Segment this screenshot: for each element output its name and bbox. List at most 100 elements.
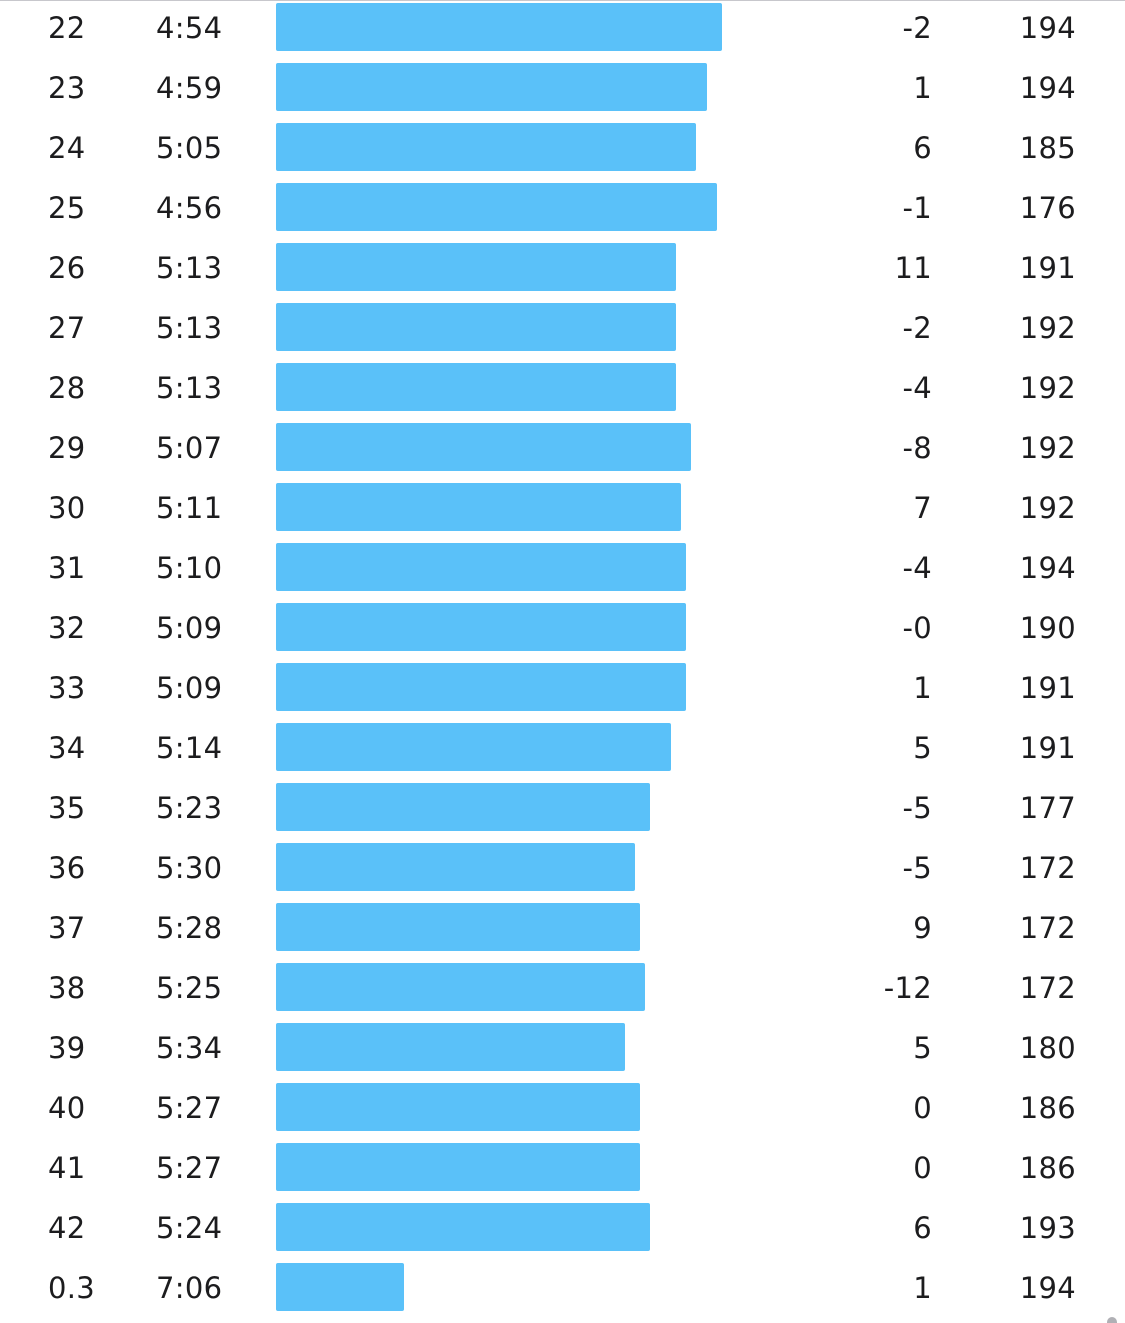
split-km: 0.3: [48, 1271, 96, 1305]
split-heart-rate: 172: [1019, 851, 1076, 885]
split-km: 42: [48, 1211, 86, 1245]
split-pace: 4:54: [156, 11, 223, 45]
split-heart-rate: 192: [1019, 491, 1076, 525]
split-row[interactable]: 24 5:05 6 185: [0, 120, 1125, 180]
pace-bar: [276, 1263, 404, 1311]
split-heart-rate: 180: [1019, 1031, 1076, 1065]
pace-bar: [276, 423, 691, 471]
split-km: 39: [48, 1031, 86, 1065]
split-km: 41: [48, 1151, 86, 1185]
split-km: 37: [48, 911, 86, 945]
split-km: 25: [48, 191, 86, 225]
split-row[interactable]: 28 5:13 -4 192: [0, 360, 1125, 420]
pace-bar: [276, 963, 645, 1011]
pace-bar: [276, 1083, 640, 1131]
split-row[interactable]: 42 5:24 6 193: [0, 1200, 1125, 1260]
split-heart-rate: 191: [1019, 251, 1076, 285]
pace-bar: [276, 603, 686, 651]
split-pace: 5:09: [156, 671, 223, 705]
split-pace: 5:28: [156, 911, 223, 945]
split-row[interactable]: 38 5:25 -12 172: [0, 960, 1125, 1020]
split-km: 24: [48, 131, 86, 165]
split-km: 22: [48, 11, 86, 45]
pace-bar: [276, 783, 650, 831]
pace-bar: [276, 3, 722, 51]
split-pace: 5:30: [156, 851, 223, 885]
split-elevation: 5: [913, 731, 932, 765]
split-row[interactable]: 26 5:13 11 191: [0, 240, 1125, 300]
split-pace: 5:09: [156, 611, 223, 645]
split-elevation: -1: [902, 191, 932, 225]
split-heart-rate: 176: [1019, 191, 1076, 225]
split-elevation: -2: [902, 311, 932, 345]
split-row[interactable]: 33 5:09 1 191: [0, 660, 1125, 720]
scroll-indicator[interactable]: [1107, 1317, 1117, 1323]
pace-bar: [276, 483, 681, 531]
split-row[interactable]: 31 5:10 -4 194: [0, 540, 1125, 600]
split-pace: 4:56: [156, 191, 223, 225]
split-elevation: -4: [902, 371, 932, 405]
pace-bar: [276, 363, 676, 411]
split-elevation: -0: [902, 611, 932, 645]
split-km: 30: [48, 491, 86, 525]
split-row[interactable]: 29 5:07 -8 192: [0, 420, 1125, 480]
split-row[interactable]: 27 5:13 -2 192: [0, 300, 1125, 360]
split-row[interactable]: 32 5:09 -0 190: [0, 600, 1125, 660]
split-pace: 4:59: [156, 71, 223, 105]
split-row[interactable]: 0.3 7:06 1 194: [0, 1260, 1125, 1320]
pace-bar: [276, 303, 676, 351]
split-pace: 5:05: [156, 131, 223, 165]
split-row[interactable]: 25 4:56 -1 176: [0, 180, 1125, 240]
split-elevation: 11: [894, 251, 932, 285]
split-row[interactable]: 23 4:59 1 194: [0, 60, 1125, 120]
split-row[interactable]: 34 5:14 5 191: [0, 720, 1125, 780]
split-km: 33: [48, 671, 86, 705]
split-heart-rate: 186: [1019, 1091, 1076, 1125]
split-heart-rate: 191: [1019, 731, 1076, 765]
split-row[interactable]: 40 5:27 0 186: [0, 1080, 1125, 1140]
split-pace: 5:14: [156, 731, 223, 765]
pace-bar: [276, 1143, 640, 1191]
split-heart-rate: 192: [1019, 371, 1076, 405]
split-elevation: -5: [902, 791, 932, 825]
split-row[interactable]: 36 5:30 -5 172: [0, 840, 1125, 900]
split-heart-rate: 172: [1019, 971, 1076, 1005]
split-elevation: 0: [913, 1091, 932, 1125]
split-km: 35: [48, 791, 86, 825]
split-heart-rate: 192: [1019, 431, 1076, 465]
pace-bar: [276, 1203, 650, 1251]
split-pace: 5:34: [156, 1031, 223, 1065]
split-row[interactable]: 37 5:28 9 172: [0, 900, 1125, 960]
pace-bar: [276, 903, 640, 951]
split-elevation: -4: [902, 551, 932, 585]
split-km: 23: [48, 71, 86, 105]
split-heart-rate: 193: [1019, 1211, 1076, 1245]
split-heart-rate: 186: [1019, 1151, 1076, 1185]
split-heart-rate: 192: [1019, 311, 1076, 345]
split-elevation: 1: [913, 71, 932, 105]
split-pace: 5:24: [156, 1211, 223, 1245]
pace-bar: [276, 63, 707, 111]
split-pace: 5:13: [156, 371, 223, 405]
split-row[interactable]: 41 5:27 0 186: [0, 1140, 1125, 1200]
pace-bar: [276, 1023, 625, 1071]
split-pace: 5:11: [156, 491, 223, 525]
split-pace: 5:13: [156, 251, 223, 285]
split-elevation: 1: [913, 671, 932, 705]
pace-bar: [276, 123, 696, 171]
pace-bar: [276, 843, 635, 891]
split-km: 38: [48, 971, 86, 1005]
split-heart-rate: 177: [1019, 791, 1076, 825]
split-heart-rate: 194: [1019, 71, 1076, 105]
split-row[interactable]: 39 5:34 5 180: [0, 1020, 1125, 1080]
split-pace: 5:13: [156, 311, 223, 345]
split-row[interactable]: 22 4:54 -2 194: [0, 0, 1125, 60]
split-pace: 5:27: [156, 1091, 223, 1125]
pace-bar: [276, 663, 686, 711]
split-row[interactable]: 30 5:11 7 192: [0, 480, 1125, 540]
split-row[interactable]: 35 5:23 -5 177: [0, 780, 1125, 840]
split-elevation: 1: [913, 1271, 932, 1305]
split-heart-rate: 194: [1019, 1271, 1076, 1305]
split-km: 26: [48, 251, 86, 285]
split-km: 27: [48, 311, 86, 345]
